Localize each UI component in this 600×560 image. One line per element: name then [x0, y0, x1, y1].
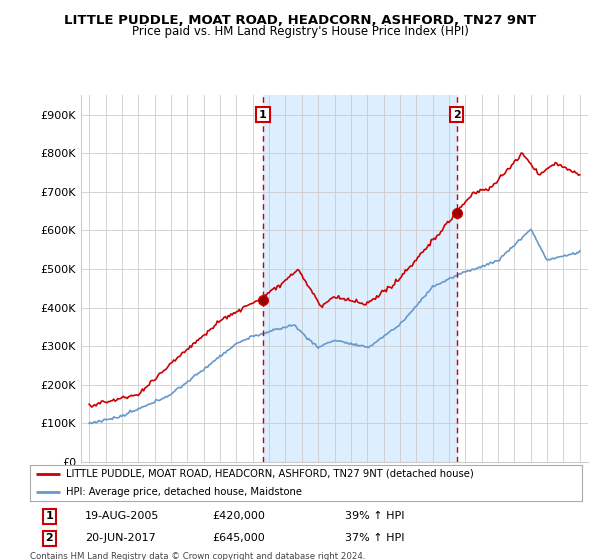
Text: 19-AUG-2005: 19-AUG-2005 — [85, 511, 160, 521]
Text: LITTLE PUDDLE, MOAT ROAD, HEADCORN, ASHFORD, TN27 9NT (detached house): LITTLE PUDDLE, MOAT ROAD, HEADCORN, ASHF… — [66, 469, 473, 479]
Bar — [263, 95, 457, 462]
Text: 1: 1 — [259, 110, 267, 119]
Text: 2: 2 — [46, 534, 53, 543]
Text: LITTLE PUDDLE, MOAT ROAD, HEADCORN, ASHFORD, TN27 9NT: LITTLE PUDDLE, MOAT ROAD, HEADCORN, ASHF… — [64, 14, 536, 27]
Text: £420,000: £420,000 — [212, 511, 265, 521]
Text: Contains HM Land Registry data © Crown copyright and database right 2024.
This d: Contains HM Land Registry data © Crown c… — [30, 552, 365, 560]
Text: Price paid vs. HM Land Registry's House Price Index (HPI): Price paid vs. HM Land Registry's House … — [131, 25, 469, 38]
Text: HPI: Average price, detached house, Maidstone: HPI: Average price, detached house, Maid… — [66, 487, 302, 497]
Text: 1: 1 — [46, 511, 53, 521]
Text: 39% ↑ HPI: 39% ↑ HPI — [344, 511, 404, 521]
Text: £645,000: £645,000 — [212, 534, 265, 543]
Text: 37% ↑ HPI: 37% ↑ HPI — [344, 534, 404, 543]
Text: 2: 2 — [453, 110, 461, 119]
Text: 20-JUN-2017: 20-JUN-2017 — [85, 534, 156, 543]
